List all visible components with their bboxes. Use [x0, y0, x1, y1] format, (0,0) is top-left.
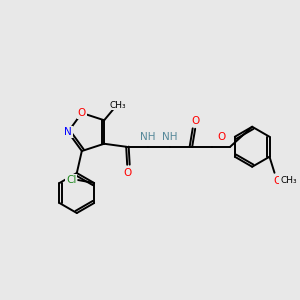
Text: Cl: Cl	[66, 175, 76, 185]
Text: O: O	[217, 132, 225, 142]
Text: O: O	[273, 176, 282, 186]
Text: O: O	[191, 116, 199, 126]
Text: NH: NH	[162, 132, 178, 142]
Text: CH₃: CH₃	[110, 101, 127, 110]
Text: O: O	[123, 168, 131, 178]
Text: NH: NH	[140, 132, 156, 142]
Text: N: N	[64, 127, 72, 137]
Text: O: O	[78, 108, 86, 118]
Text: CH₃: CH₃	[280, 176, 297, 185]
